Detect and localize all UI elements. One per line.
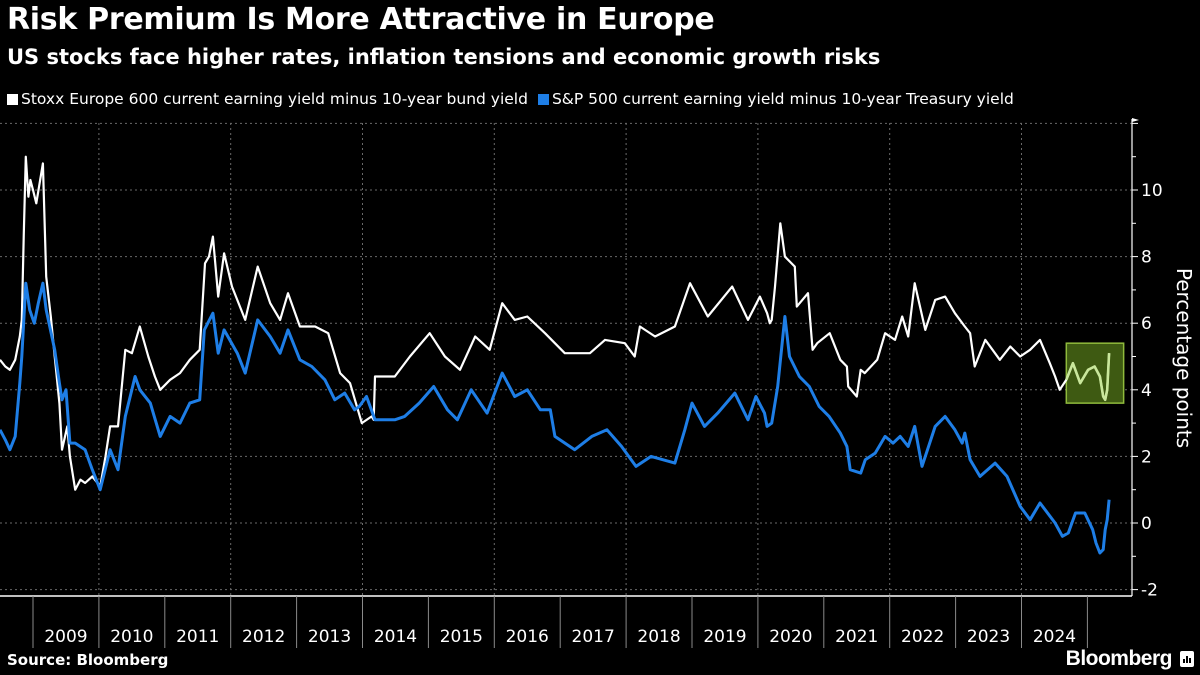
highlight-box [1065, 342, 1125, 404]
legend-item-stoxx: Stoxx Europe 600 current earning yield m… [7, 90, 528, 108]
bloomberg-logo: Bloomberg [1066, 647, 1194, 671]
legend-label-sp500: S&P 500 current earning yield minus 10-y… [551, 90, 1014, 108]
legend-item-sp500: S&P 500 current earning yield minus 10-y… [537, 90, 1014, 108]
chart-title: Risk Premium Is More Attractive in Europ… [7, 2, 715, 37]
y-tick-label: 0 [1141, 514, 1152, 534]
x-tick-label: 2010 [110, 627, 153, 647]
y-tick-label: 2 [1141, 447, 1152, 467]
series-lines [0, 155, 1111, 555]
y-tick-label: 6 [1141, 314, 1152, 334]
bloomberg-chart-icon [1180, 651, 1194, 667]
x-tick-label: 2012 [242, 627, 285, 647]
brand-wordmark: Bloomberg [1065, 647, 1173, 670]
y-tick-label: 4 [1141, 381, 1152, 401]
y-tick-label: -2 [1141, 581, 1158, 601]
y-tick-label: 10 [1141, 181, 1163, 201]
x-tick-label: 2009 [44, 627, 87, 647]
x-tick-label: 2022 [901, 627, 944, 647]
x-tick-label: 2015 [440, 627, 483, 647]
legend-swatch-stoxx [7, 93, 18, 105]
x-tick-label: 2018 [637, 627, 680, 647]
highlight-region [1065, 342, 1125, 404]
x-tick-label: 2016 [506, 627, 549, 647]
legend: Stoxx Europe 600 current earning yield m… [7, 90, 1024, 108]
legend-label-stoxx: Stoxx Europe 600 current earning yield m… [21, 90, 528, 108]
x-tick-label: 2023 [967, 627, 1010, 647]
gridlines [0, 122, 1132, 596]
series-line-stoxx600 [0, 155, 1111, 491]
x-tick-label: 2017 [572, 627, 615, 647]
chart-subtitle: US stocks face higher rates, inflation t… [7, 45, 881, 69]
source-note: Source: Bloomberg [7, 651, 169, 669]
legend-swatch-sp500 [537, 93, 549, 105]
y-axis-label: Percentage points [1172, 268, 1196, 448]
x-tick-label: 2013 [308, 627, 351, 647]
x-tick-label: 2020 [769, 627, 812, 647]
y-axis-arrow-top [1132, 118, 1139, 122]
highlighted-stoxx-segment [1065, 353, 1111, 402]
x-tick-label: 2021 [835, 627, 878, 647]
y-tick-label: 8 [1141, 248, 1152, 268]
axes: -2 0 2 4 6 8 10 2009 2010 2011 2012 2013 2014 2015 201… [0, 118, 1163, 648]
series-line-sp500 [0, 281, 1111, 555]
x-tick-label: 2011 [176, 627, 219, 647]
x-tick-label: 2014 [374, 627, 417, 647]
x-tick-label: 2019 [703, 627, 746, 647]
x-tick-label: 2024 [1033, 627, 1076, 647]
